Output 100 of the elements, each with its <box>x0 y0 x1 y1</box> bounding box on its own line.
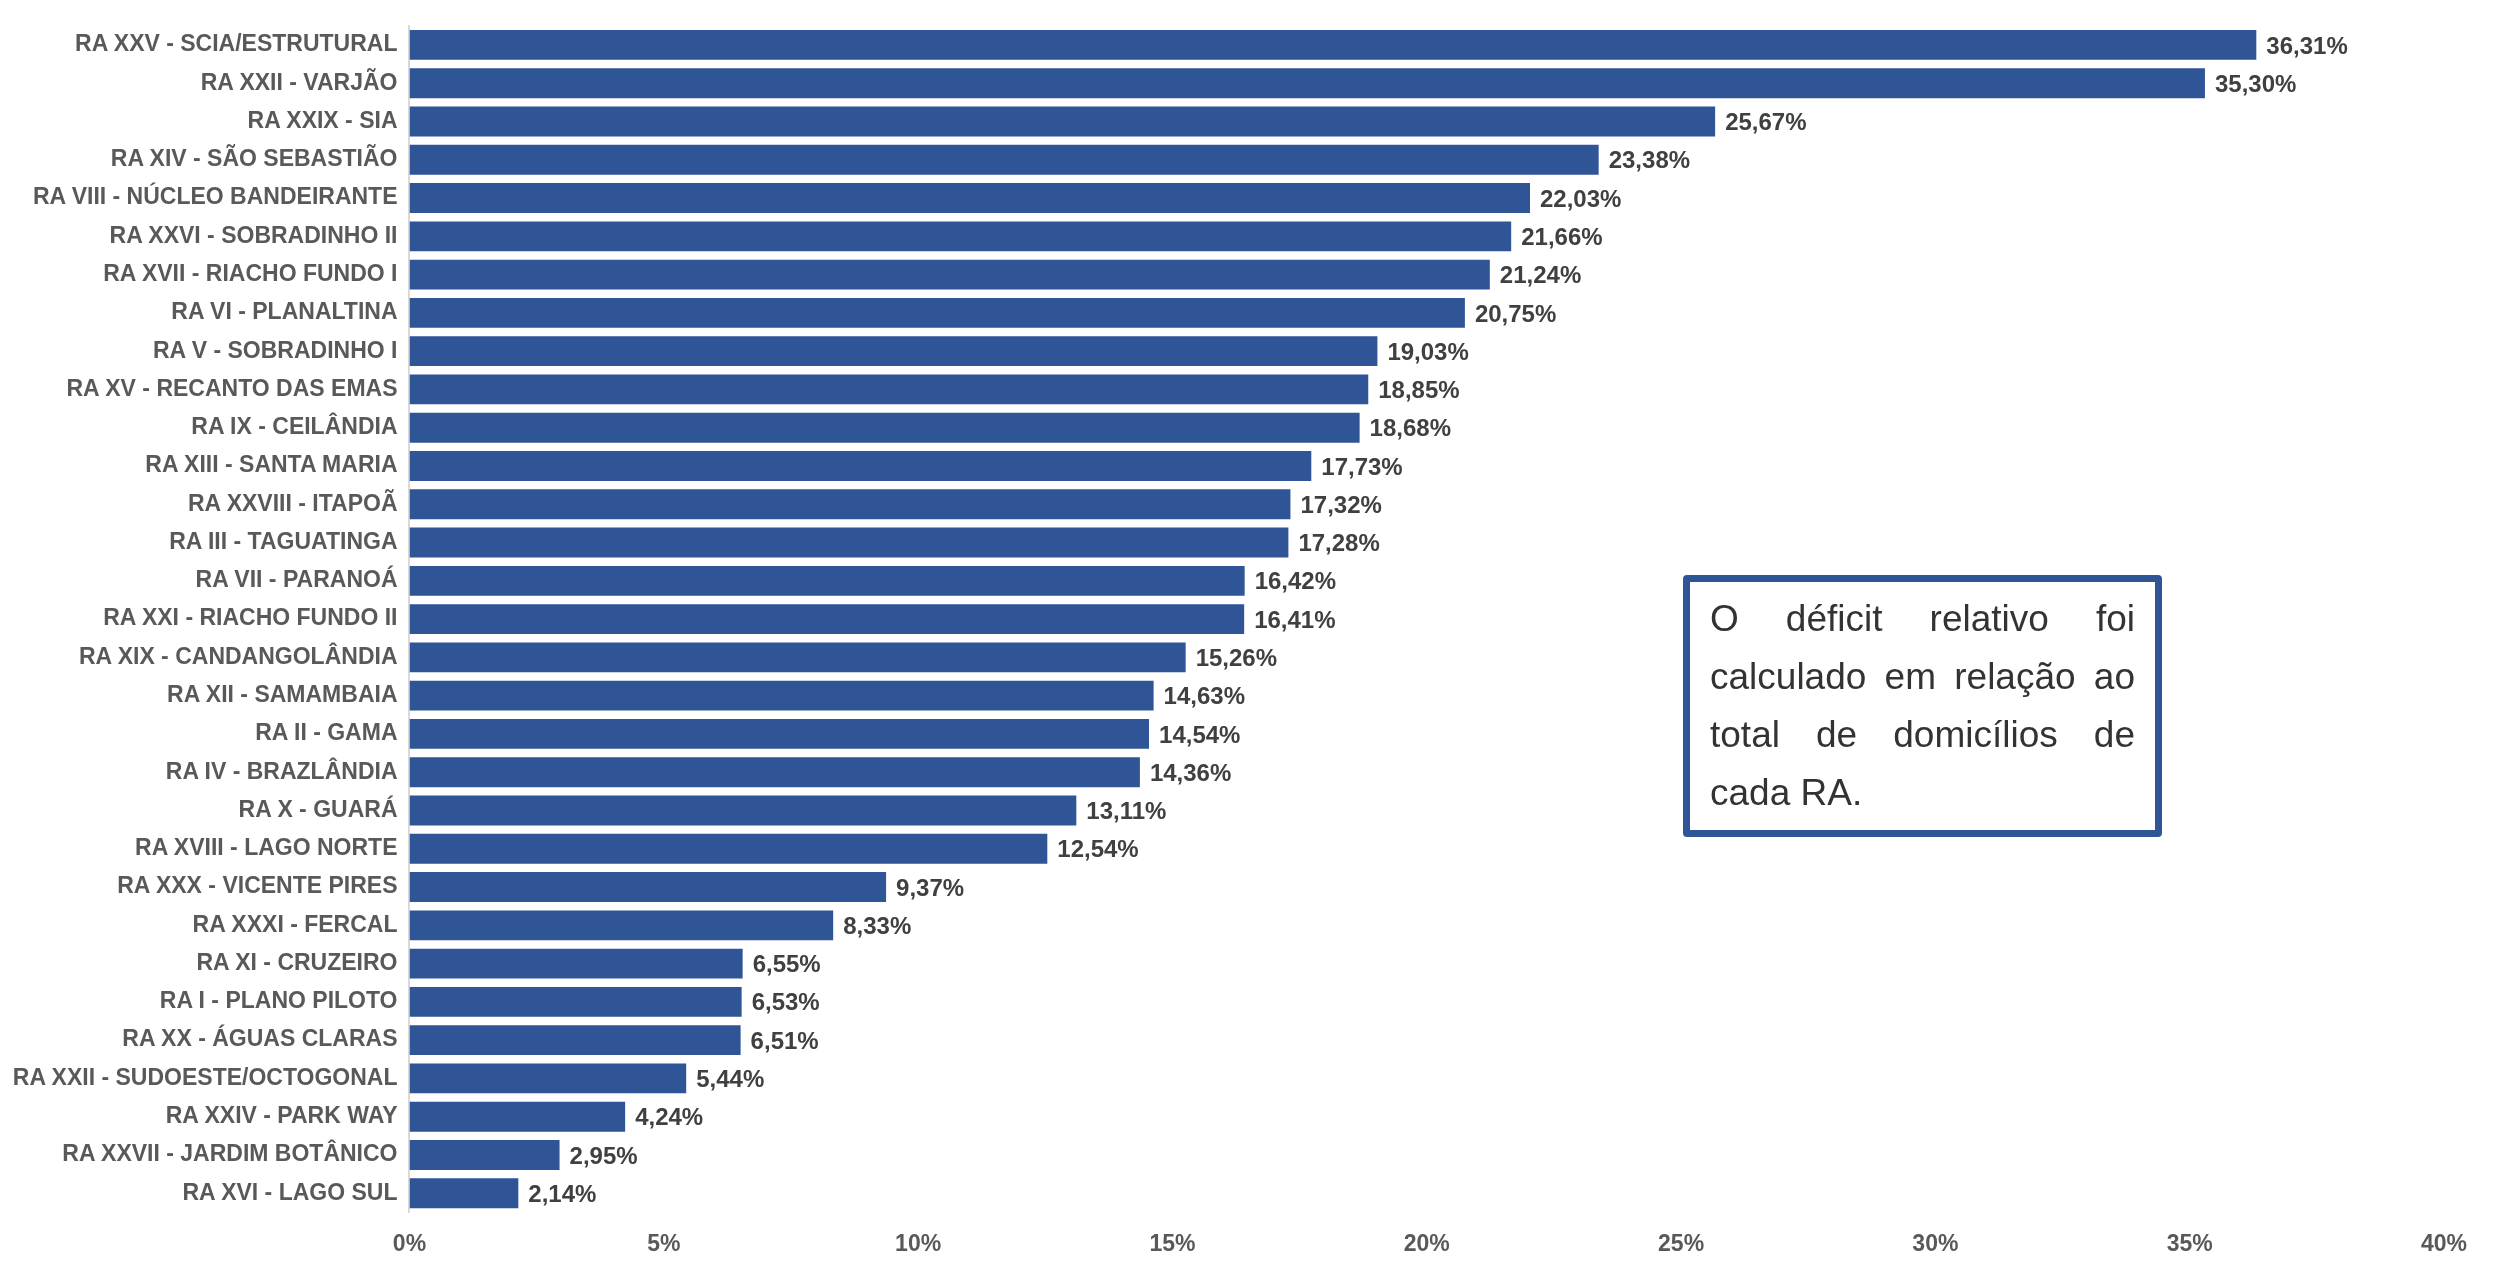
x-tick-label: 40% <box>2420 1229 2468 1256</box>
data-label: 13,11% <box>1086 797 1167 825</box>
y-tick-label: RA XXIV - PARK WAY <box>165 1102 398 1129</box>
y-tick-label: RA XVIII - LAGO NORTE <box>135 834 398 861</box>
bar <box>409 948 743 979</box>
data-label: 16,42% <box>1254 567 1337 595</box>
bar <box>409 565 1245 596</box>
y-tick-label: RA IX - CEILÂNDIA <box>191 412 398 440</box>
data-label: 21,24% <box>1499 261 1582 289</box>
data-label: 18,68% <box>1369 414 1452 442</box>
data-label: 25,67% <box>1725 108 1807 136</box>
data-label: 14,54% <box>1159 720 1241 748</box>
data-label: 8,33% <box>843 911 912 939</box>
bar <box>409 374 1369 405</box>
data-label: 17,32% <box>1300 490 1382 518</box>
data-label: 12,54% <box>1057 835 1139 863</box>
bar <box>409 910 834 941</box>
data-label: 21,66% <box>1521 222 1603 250</box>
bar <box>409 30 2257 60</box>
data-label: 17,28% <box>1298 529 1380 557</box>
data-label: 17,73% <box>1321 452 1403 480</box>
y-tick-label: RA I - PLANO PILOTO <box>159 987 398 1014</box>
bar <box>409 259 1490 290</box>
data-label: 2,14% <box>528 1179 597 1207</box>
bar <box>409 221 1512 252</box>
data-label: 23,38% <box>1608 146 1691 174</box>
bar <box>409 833 1048 864</box>
bar <box>409 68 2205 99</box>
x-tick-label: 30% <box>1912 1229 1959 1256</box>
data-label: 14,63% <box>1163 682 1246 710</box>
x-tick-label: 35% <box>2166 1229 2213 1256</box>
y-tick-label: RA II - GAMA <box>255 719 398 746</box>
y-tick-label: RA XXII - VARJÃO <box>200 67 398 95</box>
bar <box>409 642 1186 673</box>
bar <box>409 297 1465 328</box>
bar <box>409 757 1140 788</box>
x-tick-label: 10% <box>895 1229 942 1256</box>
y-tick-label: RA XXII - SUDOESTE/OCTOGONAL <box>12 1063 398 1090</box>
data-label: 15,26% <box>1195 644 1278 671</box>
data-label: 2,95% <box>569 1141 638 1169</box>
bar <box>409 986 742 1017</box>
data-label: 19,03% <box>1387 337 1469 365</box>
bar <box>409 527 1289 558</box>
data-label: 6,55% <box>752 950 821 978</box>
bar <box>409 1140 560 1170</box>
y-tick-label: RA XXV - SCIA/ESTRUTURAL <box>75 30 398 57</box>
y-tick-label: RA XXXI - FERCAL <box>192 910 398 937</box>
bar <box>409 412 1360 443</box>
data-label: 14,36% <box>1149 758 1232 786</box>
x-tick-label: 25% <box>1658 1229 1705 1256</box>
y-tick-label: RA XX - ÁGUAS CLARAS <box>122 1024 398 1052</box>
data-label: 4,24% <box>635 1103 704 1131</box>
y-tick-label: RA XXI - RIACHO FUNDO II <box>103 604 398 631</box>
y-tick-label: RA XII - SAMAMBAIA <box>167 681 398 707</box>
data-label: 18,85% <box>1378 376 1460 404</box>
y-tick-label: RA IV - BRAZLÂNDIA <box>165 756 398 784</box>
bar <box>409 336 1378 367</box>
y-tick-label: RA XI - CRUZEIRO <box>196 948 398 975</box>
bar <box>409 451 1312 481</box>
y-tick-label: RA VII - PARANOÁ <box>195 565 398 593</box>
bar <box>409 1063 687 1094</box>
data-label: 5,44% <box>696 1065 765 1093</box>
bar <box>409 1101 626 1132</box>
data-label: 22,03% <box>1540 184 1622 212</box>
y-tick-label: RA III - TAGUATINGA <box>169 527 398 554</box>
bar <box>409 183 1530 213</box>
y-tick-label: RA V - SOBRADINHO I <box>153 336 398 363</box>
bar <box>409 604 1245 635</box>
y-tick-label: RA XIII - SANTA MARIA <box>145 451 398 478</box>
y-tick-label: RA XVII - RIACHO FUNDO I <box>103 259 398 286</box>
x-tick-label: 15% <box>1149 1229 1196 1256</box>
data-label: 6,51% <box>750 1026 819 1054</box>
bar <box>409 719 1150 749</box>
data-label: 20,75% <box>1474 299 1557 327</box>
annotation: O déficit relativo foi calculado em relação ao total de domicílios de cada RA. <box>1683 575 2162 837</box>
x-tick-label: 0% <box>392 1229 427 1256</box>
y-tick-label: RA XIV - SÃO SEBASTIÃO <box>110 144 398 172</box>
y-tick-label: RA XV - RECANTO DAS EMAS <box>66 374 398 401</box>
bar <box>409 872 887 902</box>
bar <box>409 144 1599 175</box>
y-tick-label: RA XXVIII - ITAPOÃ <box>187 488 398 516</box>
y-tick-label: RA VIII - NÚCLEO BANDEIRANTE <box>32 182 398 210</box>
y-tick-label: RA X - GUARÁ <box>238 794 398 822</box>
bar <box>409 680 1154 711</box>
x-tick-label: 5% <box>647 1229 681 1256</box>
bar <box>409 489 1291 520</box>
data-label: 35,30% <box>2214 69 2297 97</box>
y-tick-label: RA XXVI - SOBRADINHO II <box>109 221 398 248</box>
y-tick-label: RA XXIX - SIA <box>247 106 398 133</box>
y-tick-label: RA XXVII - JARDIM BOTÂNICO <box>62 1139 398 1167</box>
data-label: 6,53% <box>751 988 820 1016</box>
bar <box>409 795 1077 826</box>
data-label: 16,41% <box>1254 605 1336 633</box>
bar <box>409 1178 519 1209</box>
y-tick-label: RA XXX - VICENTE PIRES <box>117 872 398 899</box>
y-tick-label: RA VI - PLANALTINA <box>171 298 398 325</box>
data-label: 9,37% <box>896 873 965 901</box>
y-tick-label: RA XVI - LAGO SUL <box>182 1178 398 1205</box>
y-tick-label: RA XIX - CANDANGOLÂNDIA <box>78 641 398 669</box>
data-label: 36,31% <box>2266 31 2348 59</box>
